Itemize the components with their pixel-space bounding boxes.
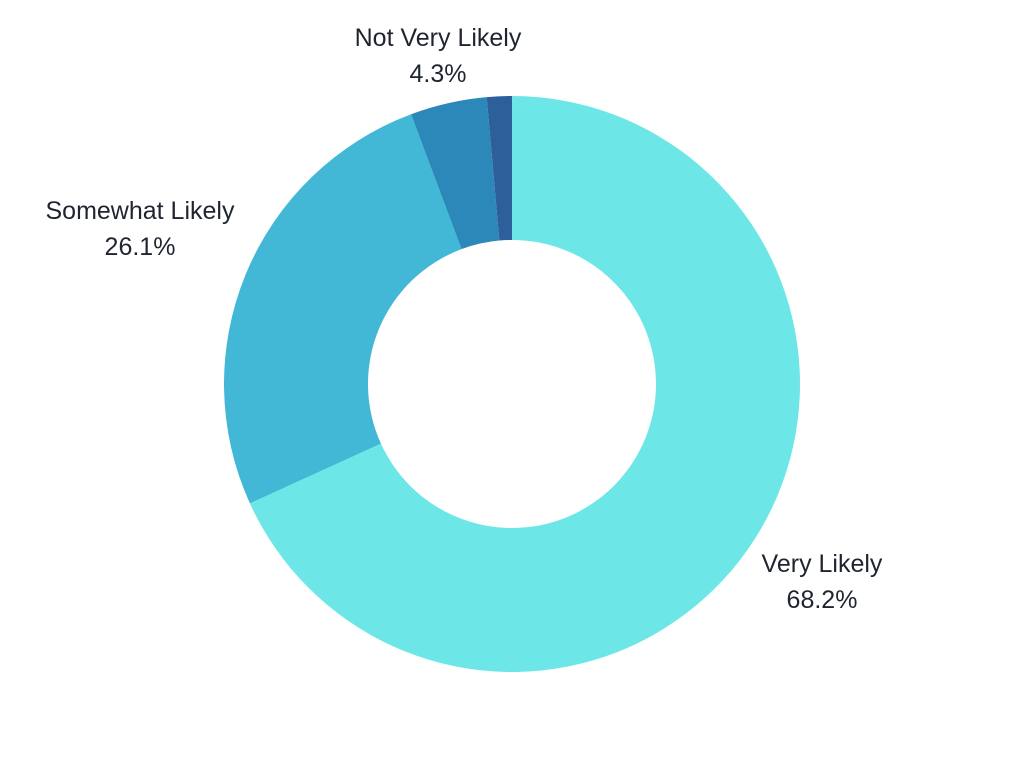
slice-label-somewhat-likely: Somewhat Likely [46,197,235,225]
slice-very-likely [249,96,801,672]
slice-label-not-very-likely: Not Very Likely [355,24,522,52]
slice-somewhat-likely [223,114,462,504]
donut-slices [223,96,801,672]
slice-labels: Very Likely 68.2% Somewhat Likely 26.1% Not … [46,24,883,614]
slice-value-somewhat-likely: 26.1% [105,233,176,261]
slice-value-not-very-likely: 4.3% [410,60,467,88]
slice-not-very-likely [411,97,500,250]
slice-label-very-likely: Very Likely [762,550,883,578]
slice-value-very-likely: 68.2% [787,586,858,614]
slice-unlabeled [486,96,512,241]
